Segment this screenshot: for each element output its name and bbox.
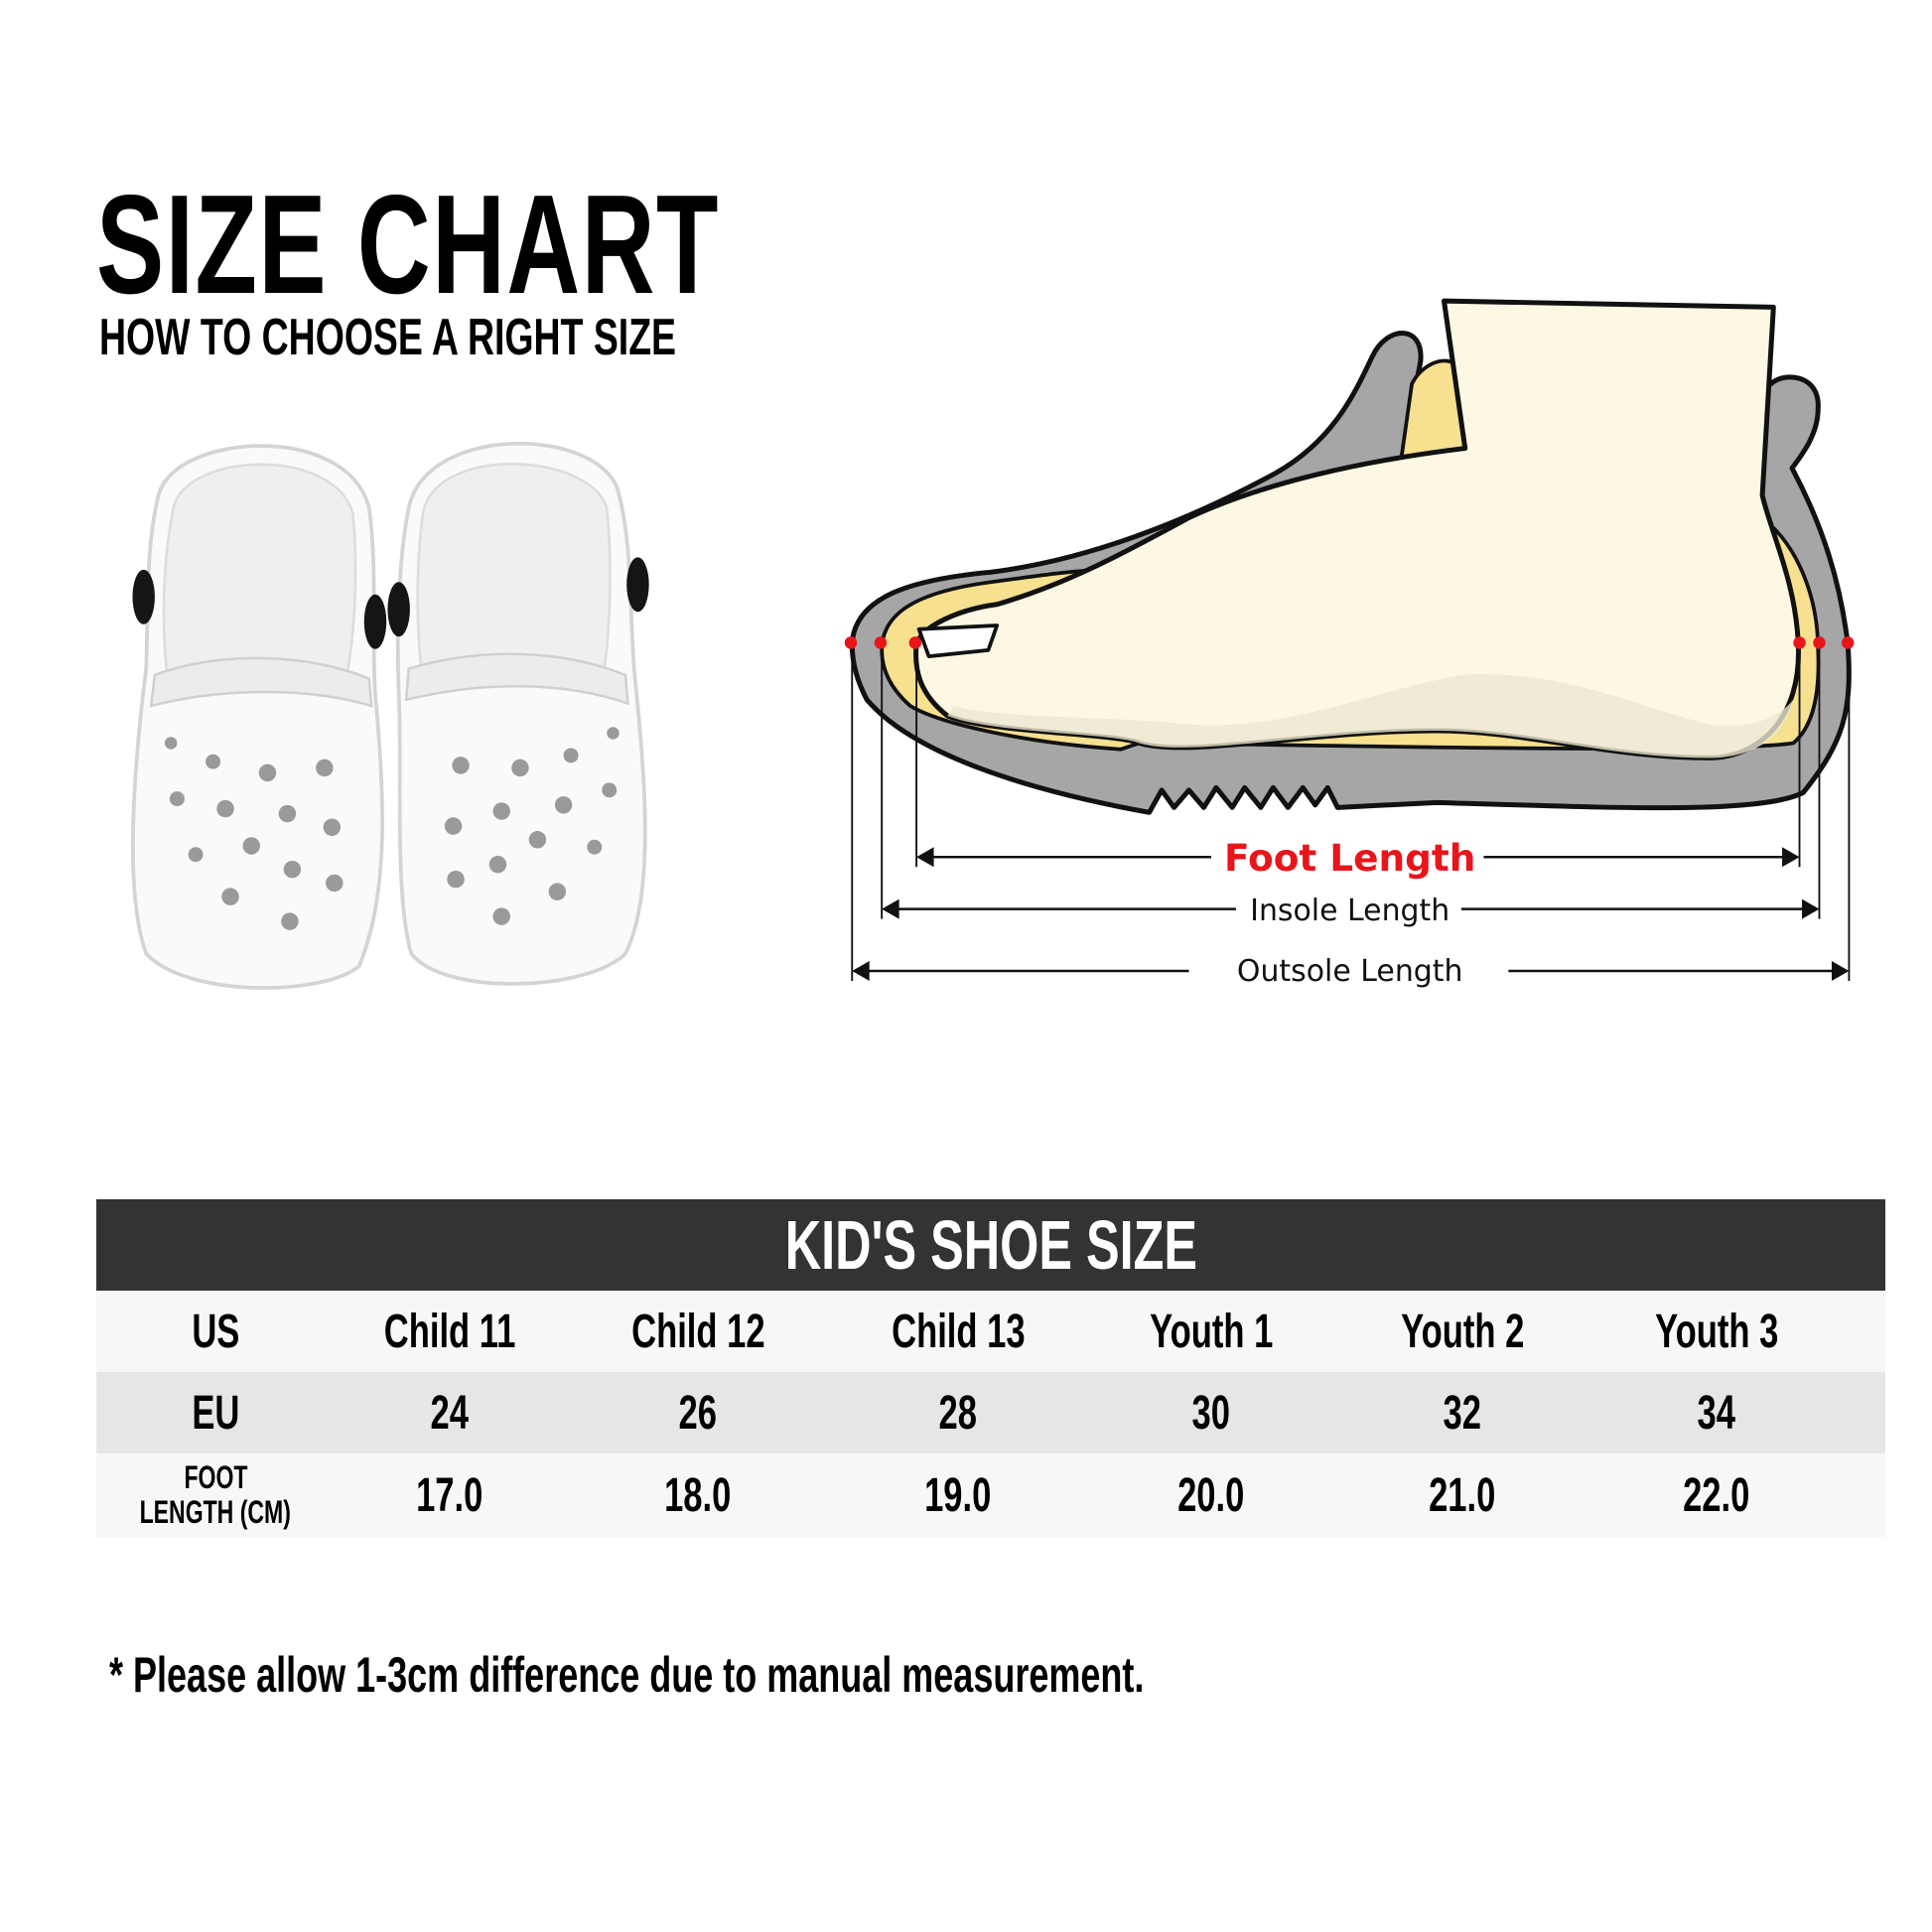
title-text: SIZE CHART — [96, 166, 720, 324]
table-row-eu: EU 24 26 28 30 32 34 — [96, 1372, 1885, 1453]
table-cell: 32 — [1443, 1386, 1482, 1440]
table-row-us: US Child 11 Child 12 Child 13 Youth 1 Yo… — [96, 1291, 1885, 1372]
table-cell: Child 13 — [891, 1305, 1026, 1358]
size-table: KID'S SHOE SIZE US Child 11 Child 12 Chi… — [96, 1199, 1885, 1537]
row-label-line1: FOOT — [184, 1458, 247, 1495]
row-label: US — [191, 1305, 240, 1358]
table-cell: Youth 3 — [1654, 1305, 1779, 1358]
table-cell: 20.0 — [1177, 1468, 1245, 1522]
table-cell: 26 — [678, 1386, 718, 1440]
table-cell: Child 12 — [630, 1305, 765, 1358]
table-cell: 22.0 — [1683, 1468, 1750, 1522]
clog-right — [387, 441, 649, 986]
note-text: * Please allow 1-3cm difference due to m… — [109, 1647, 1145, 1703]
table-cell: 21.0 — [1429, 1468, 1496, 1522]
page-title: SIZE CHART — [96, 175, 962, 316]
table-cell: Youth 1 — [1149, 1305, 1274, 1358]
foot-length-label: Foot Length — [1224, 836, 1475, 880]
page-subtitle: HOW TO CHOOSE A RIGHT SIZE — [99, 312, 900, 363]
measurement-markers — [844, 636, 1855, 649]
arrowheads — [852, 847, 1850, 981]
table-title: KID'S SHOE SIZE — [784, 1206, 1197, 1284]
dimension-lines — [854, 855, 1847, 973]
table-cell: 34 — [1697, 1386, 1736, 1440]
clog-left — [130, 444, 387, 990]
table-cell: 28 — [938, 1386, 978, 1440]
table-title-bar: KID'S SHOE SIZE — [96, 1199, 1885, 1291]
extension-lines — [851, 643, 1851, 981]
table-cell: 19.0 — [924, 1468, 992, 1522]
subtitle-text: HOW TO CHOOSE A RIGHT SIZE — [99, 309, 677, 366]
table-cell: Youth 2 — [1400, 1305, 1525, 1358]
table-cell: Child 11 — [383, 1305, 516, 1358]
insole-length-label: Insole Length — [1250, 894, 1449, 928]
row-label: EU — [191, 1386, 240, 1440]
table-row-foot-length: FOOT LENGTH (CM) 17.0 18.0 19.0 20.0 21.… — [96, 1453, 1885, 1537]
foot-shadow — [947, 674, 1794, 759]
table-cell: 17.0 — [416, 1468, 483, 1522]
table-cell: 24 — [430, 1386, 470, 1440]
toenail — [916, 623, 1000, 659]
foot-measurement-diagram: Foot Length Insole Length Outsole Length — [844, 298, 1855, 989]
foot-shape — [913, 298, 1801, 760]
row-label-line2: LENGTH (CM) — [139, 1494, 292, 1530]
clogs-image — [130, 441, 649, 990]
row-label: FOOT LENGTH (CM) — [96, 1458, 335, 1530]
table-cell: 30 — [1191, 1386, 1231, 1440]
table-cell: 18.0 — [664, 1468, 732, 1522]
outsole-length-label: Outsole Length — [1237, 954, 1463, 989]
measurement-note: * Please allow 1-3cm difference due to m… — [109, 1646, 1547, 1704]
